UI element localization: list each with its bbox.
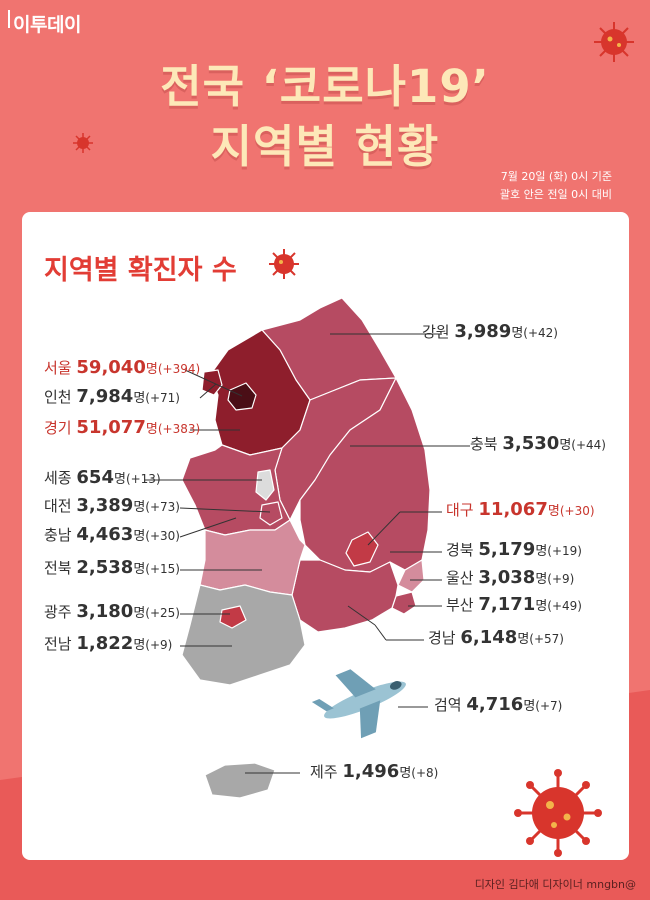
label-jeonbuk: 전북 2,538명(+15) [44,557,180,578]
label-jeonnam: 전남 1,822명(+9) [44,633,173,654]
map-region-jeonnam [181,584,306,686]
label-busan: 부산 7,171명(+49) [446,594,582,615]
virus-icon [73,133,93,153]
map-region-gwangju [219,605,247,629]
basis-note: 7월 20일 (화) 0시 기준 괄호 안은 전일 0시 대비 [499,170,612,201]
label-daegu: 대구 11,067명(+30) [446,499,595,520]
virus-icon [269,249,299,279]
map-region-sejong [255,469,275,501]
map-region-jeju [204,762,276,799]
label-chungnam: 충남 4,463명(+30) [44,524,180,545]
airplane-icon [311,669,406,739]
page-title-line1: 전국 ‘코로나19’ [160,60,490,113]
label-ulsan: 울산 3,038명(+9) [446,567,575,588]
label-gwangju: 광주 3,180명(+25) [44,601,180,622]
section-title: 지역별 확진자 수 [44,255,237,286]
label-chungbuk: 충북 3,530명(+44) [470,433,606,454]
map-region-ulsan [397,559,425,593]
label-daejeon: 대전 3,389명(+73) [44,495,180,516]
label-sejong: 세종 654명(+13) [44,467,161,488]
label-seoul: 서울 59,040명(+394) [44,357,201,378]
map-region-seoul [227,382,257,411]
map-region-daejeon [259,501,283,526]
label-gyeongbuk: 경북 5,179명(+19) [446,539,582,560]
page-title-line2: 지역별 현황 [210,120,440,173]
label-gangwon: 강원 3,989명(+42) [422,321,558,342]
label-quarantine: 검역 4,716명(+7) [434,694,563,715]
label-gyeonggi: 경기 51,077명(+383) [44,417,201,438]
design-credit: 디자인 김다애 디자이너 mngbn@ [474,878,636,891]
logo: 이투데이 [8,10,81,37]
label-incheon: 인천 7,984명(+71) [44,386,180,407]
virus-icon [594,22,634,62]
label-jeju: 제주 1,496명(+8) [310,761,439,782]
map-region-daegu [345,531,379,567]
virus-icon [514,769,602,857]
map-region-gyeongnam [291,559,399,633]
label-gyeongnam: 경남 6,148명(+57) [428,627,564,648]
